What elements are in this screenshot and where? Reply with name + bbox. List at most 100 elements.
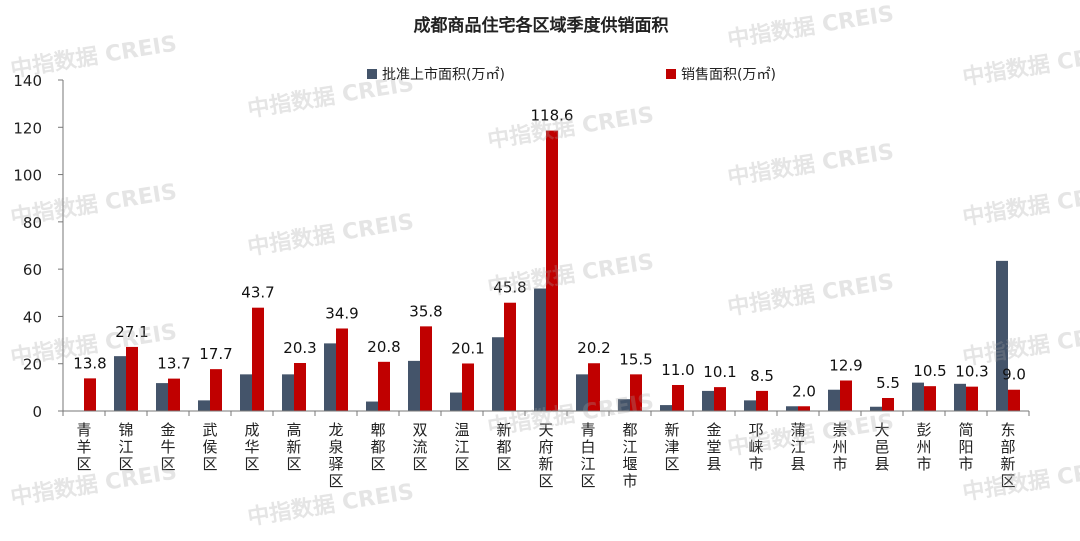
bar-approved-area xyxy=(576,374,588,411)
data-label: 45.8 xyxy=(493,279,526,297)
x-tick-label: 大邑县 xyxy=(874,421,889,473)
bar-sales-area xyxy=(798,406,810,411)
bar-sales-area xyxy=(210,369,222,411)
bar-approved-area xyxy=(282,374,294,411)
y-tick-label: 120 xyxy=(13,119,42,137)
bar-sales-area xyxy=(84,378,96,411)
bar-sales-area xyxy=(924,386,936,411)
x-tick-label: 青白江区 xyxy=(580,421,595,490)
bar-approved-area xyxy=(744,400,756,411)
bar-approved-area xyxy=(996,260,1008,411)
bar-sales-area xyxy=(1008,389,1020,411)
bar-sales-area xyxy=(588,363,600,411)
svg-text:大邑县: 大邑县 xyxy=(874,421,889,473)
svg-text:彭州市: 彭州市 xyxy=(916,421,931,473)
x-tick-label: 新津区 xyxy=(664,421,679,473)
data-label: 118.6 xyxy=(531,107,574,125)
bar-approved-area xyxy=(660,405,672,411)
x-tick-label: 简阳市 xyxy=(958,421,973,473)
data-label: 20.8 xyxy=(367,338,400,356)
bar-sales-area xyxy=(126,346,138,411)
x-tick-label: 龙泉驿区 xyxy=(328,421,343,490)
bar-approved-area xyxy=(912,382,924,411)
svg-text:武侯区: 武侯区 xyxy=(202,421,217,473)
svg-text:郫都区: 郫都区 xyxy=(370,421,385,473)
y-tick-label: 140 xyxy=(13,72,42,90)
x-axis: 青羊区 锦江区 金牛区 武侯区 成华区 高新区 龙泉驿区 郫都区 双流区 温江区 新都区 天府新区 青白… xyxy=(62,410,1030,490)
x-tick-label: 东部新区 xyxy=(1000,421,1015,490)
data-label: 8.5 xyxy=(750,367,774,385)
data-label: 10.3 xyxy=(955,363,988,381)
x-tick-label: 武侯区 xyxy=(202,421,217,473)
data-label: 9.0 xyxy=(1002,366,1026,384)
x-tick-label: 青羊区 xyxy=(76,421,91,473)
svg-text:成华区: 成华区 xyxy=(244,421,259,473)
data-label: 5.5 xyxy=(876,374,900,392)
bar-approved-area xyxy=(408,360,420,411)
bar-sales-area xyxy=(378,361,390,411)
legend-swatch-approved xyxy=(367,69,377,79)
bar-approved-area xyxy=(786,406,798,411)
data-label: 10.5 xyxy=(913,362,946,380)
bar-approved-area xyxy=(702,390,714,411)
bar-approved-area xyxy=(492,337,504,411)
svg-text:青白江区: 青白江区 xyxy=(580,421,595,490)
bar-approved-area xyxy=(828,389,840,411)
data-label: 13.7 xyxy=(157,355,190,373)
data-label: 2.0 xyxy=(792,382,816,400)
y-tick-label: 0 xyxy=(32,403,42,421)
x-tick-label: 彭州市 xyxy=(916,421,931,473)
data-label: 20.3 xyxy=(283,339,316,357)
bar-sales-area xyxy=(714,387,726,411)
x-tick-label: 邛崃市 xyxy=(748,421,763,473)
data-label: 15.5 xyxy=(619,350,652,368)
y-tick-label: 80 xyxy=(23,214,42,232)
bar-approved-area xyxy=(870,406,882,411)
bar-sales-area xyxy=(966,386,978,411)
bar-approved-area xyxy=(618,399,630,411)
x-tick-label: 新都区 xyxy=(496,421,511,473)
data-label: 11.0 xyxy=(661,361,694,379)
svg-text:温江区: 温江区 xyxy=(454,421,469,473)
y-tick-label: 20 xyxy=(23,356,42,374)
x-tick-label: 郫都区 xyxy=(370,421,385,473)
svg-text:金牛区: 金牛区 xyxy=(160,421,175,473)
svg-text:新津区: 新津区 xyxy=(664,421,679,473)
y-tick-label: 60 xyxy=(23,261,42,279)
x-tick-label: 温江区 xyxy=(454,421,469,473)
x-tick-label: 蒲江县 xyxy=(790,421,805,473)
bar-sales-area xyxy=(546,130,558,412)
legend: 批准上市面积(万㎡) 销售面积(万㎡) xyxy=(367,66,776,83)
svg-text:简阳市: 简阳市 xyxy=(958,421,973,473)
svg-text:都江堰市: 都江堰市 xyxy=(622,421,637,490)
x-tick-label: 天府新区 xyxy=(538,421,553,490)
x-tick-label: 金牛区 xyxy=(160,421,175,473)
bar-sales-area xyxy=(420,326,432,411)
bar-sales-area xyxy=(840,380,852,411)
legend-label-approved: 批准上市面积(万㎡) xyxy=(382,66,505,83)
y-tick-label: 100 xyxy=(13,167,42,185)
svg-text:天府新区: 天府新区 xyxy=(538,421,553,490)
bar-sales-area xyxy=(756,390,768,411)
x-tick-label: 金堂县 xyxy=(706,421,721,473)
svg-text:金堂县: 金堂县 xyxy=(706,421,721,473)
svg-text:高新区: 高新区 xyxy=(286,421,301,473)
data-label: 13.8 xyxy=(73,354,106,372)
bar-approved-area xyxy=(156,383,168,411)
bar-approved-area xyxy=(450,392,462,411)
y-tick-label: 40 xyxy=(23,308,42,326)
data-label: 35.8 xyxy=(409,302,442,320)
svg-text:青羊区: 青羊区 xyxy=(76,421,91,473)
data-label: 20.2 xyxy=(577,339,610,357)
legend-swatch-sales xyxy=(666,69,676,79)
svg-text:东部新区: 东部新区 xyxy=(1000,421,1015,490)
x-tick-label: 双流区 xyxy=(412,421,427,473)
x-tick-label: 高新区 xyxy=(286,421,301,473)
chart-title: 成都商品住宅各区域季度供销面积 xyxy=(414,15,669,36)
bar-sales-area xyxy=(294,363,306,411)
bar-sales-area xyxy=(252,307,264,411)
svg-text:锦江区: 锦江区 xyxy=(118,421,133,473)
bar-sales-area xyxy=(882,397,894,411)
